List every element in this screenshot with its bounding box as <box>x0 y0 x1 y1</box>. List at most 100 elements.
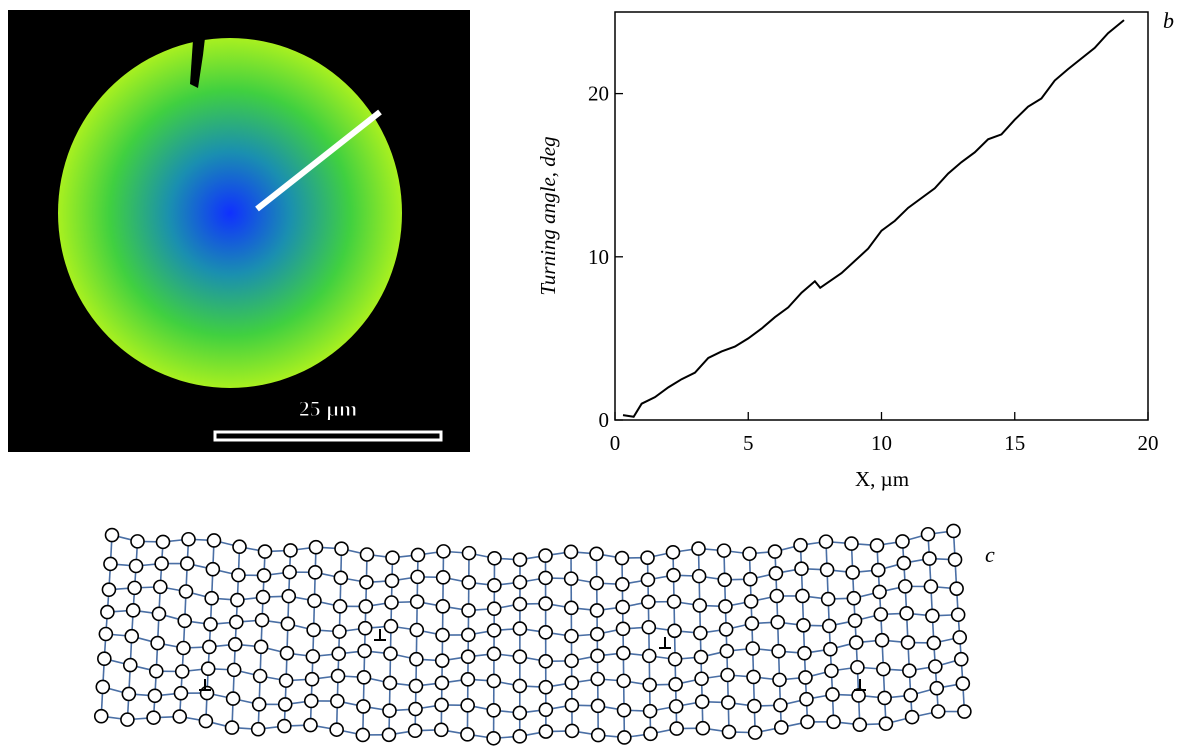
atom <box>642 621 655 634</box>
atom <box>127 604 140 617</box>
atom <box>461 673 474 686</box>
atom <box>539 597 552 610</box>
atom <box>131 535 144 548</box>
atom <box>953 631 966 644</box>
atom <box>488 552 501 565</box>
atom <box>539 725 552 738</box>
atom <box>696 722 709 735</box>
atom <box>356 728 369 741</box>
atom <box>617 622 630 635</box>
atom <box>233 540 246 553</box>
atom <box>384 647 397 660</box>
atom <box>696 695 709 708</box>
atom <box>280 674 293 687</box>
atom <box>202 662 215 675</box>
atom <box>148 689 161 702</box>
atom <box>488 602 501 615</box>
atom <box>876 634 889 647</box>
atom <box>204 618 217 631</box>
atom <box>618 731 631 744</box>
atom <box>900 607 913 620</box>
panel-label: a <box>458 8 469 33</box>
atom <box>566 724 579 737</box>
atom <box>513 576 526 589</box>
atom <box>332 669 345 682</box>
atom <box>795 562 808 575</box>
atom <box>410 653 423 666</box>
atom <box>591 673 604 686</box>
atom <box>173 710 186 723</box>
atom <box>668 624 681 637</box>
atom <box>929 660 942 673</box>
atom <box>745 617 758 630</box>
atom <box>232 569 245 582</box>
atom <box>565 630 578 643</box>
atom <box>130 559 143 572</box>
atom <box>513 650 526 663</box>
atom <box>281 617 294 630</box>
atom <box>821 563 834 576</box>
atom <box>98 652 111 665</box>
atom <box>487 647 500 660</box>
atom <box>147 711 160 724</box>
atom <box>125 630 138 643</box>
atom <box>154 580 167 593</box>
atom <box>591 699 604 712</box>
atom <box>150 665 163 678</box>
atom <box>801 715 814 728</box>
atom <box>565 572 578 585</box>
atom <box>487 674 500 687</box>
atom <box>822 593 835 606</box>
atom <box>899 580 912 593</box>
atom <box>669 653 682 666</box>
atom <box>252 723 265 736</box>
atom <box>462 628 475 641</box>
atom <box>335 542 348 555</box>
atom <box>644 705 657 718</box>
atom <box>409 703 422 716</box>
atom <box>955 653 968 666</box>
data-line <box>623 20 1124 417</box>
atom <box>565 676 578 689</box>
atom <box>411 570 424 583</box>
atom <box>361 548 374 561</box>
atom <box>719 600 732 613</box>
atom <box>283 566 296 579</box>
atom <box>332 647 345 660</box>
atom <box>174 687 187 700</box>
y-tick-label: 10 <box>588 245 609 269</box>
atom <box>386 551 399 564</box>
atom <box>897 557 910 570</box>
atom <box>106 529 119 542</box>
x-tick-label: 20 <box>1138 431 1159 455</box>
atom <box>334 571 347 584</box>
atom <box>208 534 221 547</box>
atom <box>932 705 945 718</box>
atom <box>930 682 943 695</box>
atom <box>775 721 788 734</box>
y-tick-label: 20 <box>588 82 609 106</box>
atom <box>874 608 887 621</box>
atom <box>617 674 630 687</box>
atom <box>721 668 734 681</box>
y-axis-label: Turning angle, deg <box>536 136 560 295</box>
atom <box>590 577 603 590</box>
x-tick-label: 15 <box>1004 431 1025 455</box>
atom <box>743 547 756 560</box>
atom <box>591 628 604 641</box>
x-tick-label: 10 <box>871 431 892 455</box>
atom <box>231 594 244 607</box>
atom <box>565 699 578 712</box>
atom <box>280 647 293 660</box>
atom <box>359 600 372 613</box>
atom <box>670 700 683 713</box>
atom <box>800 693 813 706</box>
atom <box>641 573 654 586</box>
atom <box>591 649 604 662</box>
atom <box>228 663 241 676</box>
atom <box>178 614 191 627</box>
atom <box>565 654 578 667</box>
atom <box>278 720 291 733</box>
atom <box>155 557 168 570</box>
